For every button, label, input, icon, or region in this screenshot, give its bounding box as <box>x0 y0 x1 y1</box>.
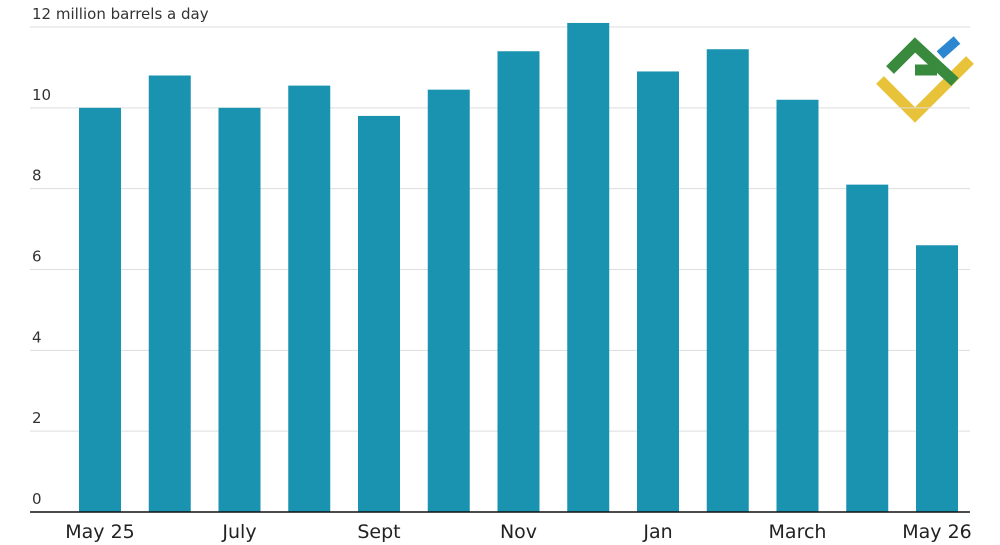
bar <box>288 85 331 513</box>
x-tick-label: May 25 <box>65 521 135 543</box>
y-tick-label: 8 <box>32 167 42 185</box>
bar <box>776 99 819 512</box>
bar <box>427 89 470 512</box>
x-tick-label: Nov <box>500 521 537 543</box>
bar <box>79 107 121 512</box>
y-tick-label: 6 <box>32 248 42 266</box>
x-tick-label: May 26 <box>902 521 972 543</box>
bar <box>358 115 400 513</box>
bar <box>637 71 679 512</box>
logo <box>876 36 974 123</box>
x-tick-label: March <box>769 521 827 543</box>
y-tick-label: 12 million barrels a day <box>32 5 209 23</box>
x-tick-label: Jan <box>642 521 672 543</box>
bar <box>706 49 749 513</box>
bar <box>218 107 261 512</box>
y-tick-label: 2 <box>32 409 42 427</box>
bar <box>148 75 191 512</box>
y-tick-label: 4 <box>32 328 42 346</box>
bar <box>846 184 889 512</box>
bar <box>916 245 958 512</box>
y-tick-label: 10 <box>32 86 51 104</box>
x-tick-label: Sept <box>357 521 400 543</box>
x-tick-label: July <box>221 521 256 543</box>
bar <box>567 22 610 512</box>
bar <box>497 51 540 512</box>
y-tick-label: 0 <box>32 490 42 508</box>
